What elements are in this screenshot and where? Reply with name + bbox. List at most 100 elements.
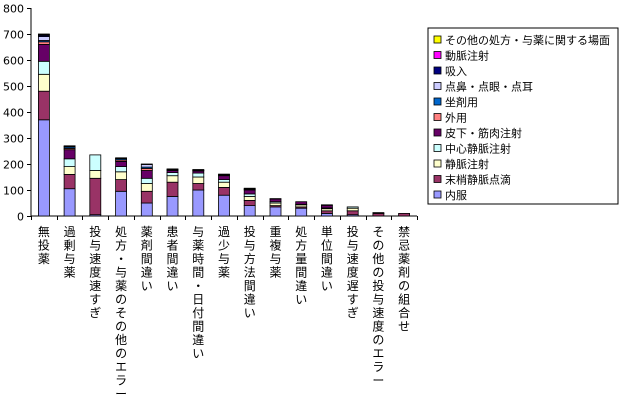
chart-axes: 0 100 200 300 400 500 600 700 800 xyxy=(3,3,418,224)
bar-segment xyxy=(115,171,127,181)
bar-segment xyxy=(38,90,50,121)
bar-segment xyxy=(192,189,205,217)
bar-segment xyxy=(38,36,50,41)
bar-segment xyxy=(192,169,205,171)
y-tick-label: 800 xyxy=(3,3,24,16)
bar-segment xyxy=(269,198,282,200)
legend-swatch xyxy=(433,128,442,137)
legend-swatch xyxy=(433,113,442,121)
legend-label: 皮下・筋肉注射 xyxy=(445,126,522,140)
bar-segment xyxy=(63,173,76,190)
legend-swatch xyxy=(433,175,442,183)
bar-segment xyxy=(166,181,179,197)
y-tick-label: 400 xyxy=(3,107,24,120)
bar-segment xyxy=(243,199,256,206)
bar-segment xyxy=(38,44,50,62)
bar-segment xyxy=(269,206,282,217)
bar-segment xyxy=(38,119,50,217)
bar-segment xyxy=(218,173,230,176)
legend-label: 坐剤用 xyxy=(445,95,478,109)
bar-segment xyxy=(218,194,230,217)
legend-label: 内服 xyxy=(445,188,467,202)
y-tick-label: 0 xyxy=(17,211,24,224)
bar-segment xyxy=(115,179,127,192)
legend-swatch xyxy=(433,82,442,90)
legend-label: 外用 xyxy=(445,112,467,125)
bar-segment xyxy=(346,210,359,216)
legend-label: 中心静脈注射 xyxy=(445,142,511,156)
y-tick-label: 200 xyxy=(3,159,24,172)
bar-segment xyxy=(192,172,205,178)
category-label: 重複与薬 xyxy=(269,225,281,280)
legend-label: その他の処方・与薬に関する場面 xyxy=(445,33,610,47)
legend-swatch xyxy=(433,190,442,199)
category-label: 患者間違い xyxy=(166,225,178,293)
category-label: 薬剤間違い xyxy=(141,225,153,293)
category-label: 禁忌薬剤の組合せ xyxy=(398,225,410,334)
bar-segment xyxy=(218,181,230,188)
legend-swatch xyxy=(433,97,442,106)
y-tick-label: 500 xyxy=(3,81,24,94)
bar-segment xyxy=(166,168,179,170)
legend-swatch xyxy=(433,51,442,59)
bar-segment xyxy=(295,201,308,205)
bar-segment xyxy=(115,190,127,217)
category-label: 処方・与薬のその他のエラー xyxy=(115,225,127,401)
bar-segment xyxy=(38,33,50,35)
bar-segment xyxy=(63,188,76,217)
category-label: 過少与薬 xyxy=(218,225,230,280)
bar-segment xyxy=(243,196,256,201)
category-label: 処方量間違い xyxy=(295,225,307,307)
chart-bars xyxy=(38,33,411,217)
bar-segment xyxy=(140,170,153,179)
legend-label: 静脈注射 xyxy=(445,157,489,171)
category-label: 投与方法間違い xyxy=(244,224,256,320)
bar-segment xyxy=(38,73,50,92)
legend-label: 動脈注射 xyxy=(445,49,489,63)
bar-segment xyxy=(243,205,256,217)
bar-segment xyxy=(218,186,230,196)
bar-segment xyxy=(192,183,205,191)
y-tick-label: 300 xyxy=(3,133,24,146)
legend-swatch xyxy=(433,144,442,152)
bar-segment xyxy=(63,166,76,175)
category-label: 投与速度遅すぎ xyxy=(347,224,359,320)
bar-segment xyxy=(140,190,153,204)
bar-segment xyxy=(89,177,102,216)
category-label: 単位間違い xyxy=(321,225,333,293)
legend: その他の処方・与薬に関する場面動脈注射吸入点鼻・点眼・点耳坐剤用外用皮下・筋肉注… xyxy=(427,27,619,205)
category-label: 無投薬 xyxy=(38,224,50,266)
category-labels: 無投薬 過剰与薬 投与速度速すぎ 処方・与薬のその他のエラー 薬剤間違い 患者間違い 与薬時… xyxy=(38,224,410,401)
bar-segment xyxy=(63,145,76,147)
legend-swatch xyxy=(433,159,442,168)
legend-label: 末梢静脈点滴 xyxy=(445,173,511,187)
bar-segment xyxy=(140,163,153,165)
bar-segment xyxy=(372,212,385,214)
bar-segment xyxy=(115,160,127,167)
category-label: 投与速度速すぎ xyxy=(89,224,101,320)
bar-segment xyxy=(38,60,50,75)
y-tick-label: 600 xyxy=(3,55,24,68)
bar-segment xyxy=(192,176,205,184)
bar-segment xyxy=(115,166,127,173)
bar-segment xyxy=(346,206,359,209)
category-label: その他の投与速度のエラー xyxy=(372,225,384,388)
y-tick-label: 100 xyxy=(3,185,24,198)
legend-swatch xyxy=(433,66,442,75)
bar-segment xyxy=(166,175,179,183)
bar-segment xyxy=(89,154,102,171)
legend-box xyxy=(427,27,619,205)
legend-label: 吸入 xyxy=(445,65,467,78)
bar-segment xyxy=(243,187,256,190)
bar-segment xyxy=(89,170,102,179)
bar-segment xyxy=(295,207,308,217)
bar-segment xyxy=(166,196,179,217)
bar-segment xyxy=(140,183,153,192)
bar-segment xyxy=(63,158,76,168)
bar-segment xyxy=(166,172,179,177)
legend-label: 点鼻・点眼・点耳 xyxy=(445,80,533,94)
category-label: 過剰与薬 xyxy=(64,225,76,280)
bar-segment xyxy=(218,175,230,180)
bar-segment xyxy=(140,177,153,184)
